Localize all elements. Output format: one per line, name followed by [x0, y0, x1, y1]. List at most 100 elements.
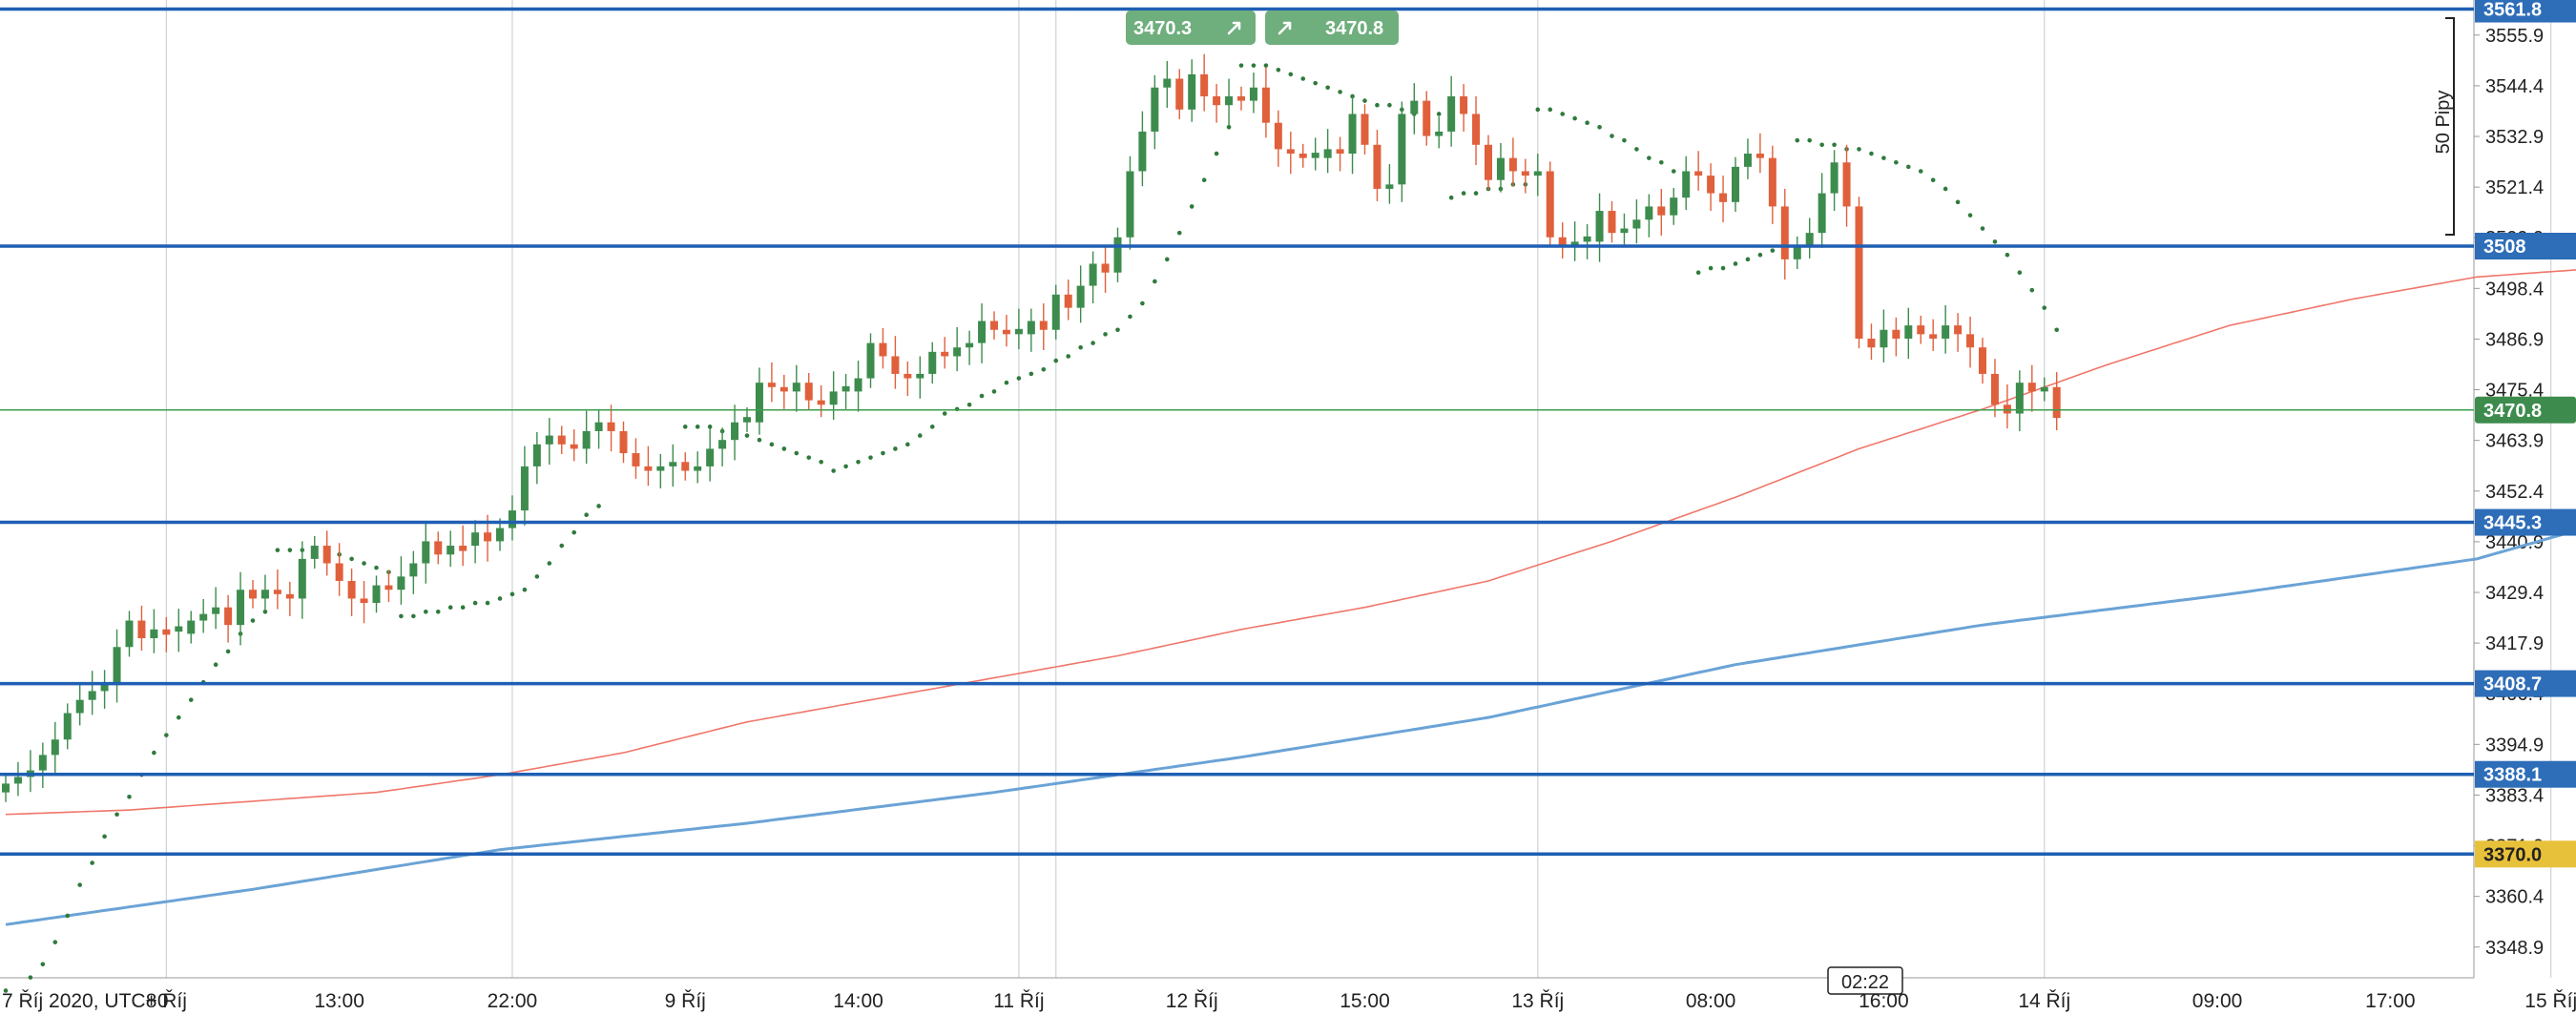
- candle-bullish: [582, 430, 591, 449]
- price-tick-label: 3440.9: [2485, 532, 2544, 553]
- candle-bearish: [1979, 347, 1986, 374]
- candle-bullish: [1398, 114, 1406, 185]
- candle-bullish: [1051, 294, 1060, 330]
- psar-dot: [2017, 270, 2023, 276]
- candle-bearish: [1039, 321, 1048, 330]
- candle-bearish: [322, 546, 331, 564]
- price-tick-label: 3360.4: [2485, 887, 2544, 908]
- arrow-up-right-icon: [1278, 21, 1292, 35]
- candle-bearish: [360, 598, 368, 604]
- psar-dot: [547, 561, 552, 566]
- candle-bearish: [1423, 100, 1431, 136]
- psar-dot: [65, 913, 71, 919]
- candle-bullish: [1632, 219, 1641, 229]
- candle-bullish: [1620, 228, 1629, 234]
- time-tick-label: 17:00: [2365, 990, 2416, 1012]
- candle-bullish: [125, 620, 134, 648]
- candle-bearish: [249, 590, 257, 599]
- pips-bracket-line: [2445, 17, 2455, 236]
- candle-bearish: [1261, 87, 1270, 123]
- candle-bullish: [1188, 73, 1196, 110]
- trade-badge-left[interactable]: 3470.3: [1126, 10, 1256, 45]
- horizontal-levels[interactable]: 3561.8 3508 3445.3 3408.7 3388.1 3370.0: [0, 0, 2576, 868]
- psar-dot: [682, 425, 688, 429]
- psar-dot: [1634, 147, 1639, 152]
- candle-bearish: [1780, 206, 1789, 259]
- psar-dot: [571, 529, 576, 535]
- psar-dot: [1980, 226, 1985, 231]
- psar-dot: [1165, 257, 1170, 262]
- candle-bearish: [1990, 373, 1999, 405]
- psar-dot: [1832, 142, 1837, 148]
- candle-bullish: [755, 383, 763, 423]
- candle-bearish: [879, 342, 887, 357]
- time-tick-label: 15:00: [1340, 990, 1390, 1012]
- psar-dot: [1942, 186, 1948, 192]
- candle-bearish: [434, 541, 443, 555]
- psar-dot: [424, 610, 428, 614]
- price-tick-label: 3429.4: [2485, 583, 2544, 604]
- time-tick-label: 9 Říj: [665, 990, 706, 1012]
- pips-label: 50 Pipy: [2433, 91, 2454, 155]
- psar-dot: [806, 455, 812, 460]
- price-tick-label: 3544.4: [2485, 76, 2544, 97]
- candle-bullish: [1682, 171, 1691, 198]
- candle-bearish: [681, 462, 690, 471]
- candle-bearish: [644, 466, 653, 471]
- psar-dot: [707, 425, 713, 429]
- candle-bearish: [990, 321, 998, 330]
- psar-dot: [881, 450, 885, 456]
- psar-dot: [584, 512, 589, 518]
- candle-bearish: [1460, 95, 1468, 114]
- psar-dot: [250, 618, 256, 623]
- candle-bearish: [1657, 206, 1666, 216]
- psar-dot: [1313, 80, 1318, 86]
- psar-dot: [1276, 67, 1281, 72]
- psar-dot: [362, 561, 366, 566]
- psar-dot: [1622, 137, 1627, 143]
- psar-dot: [966, 402, 972, 407]
- psar-dot: [485, 600, 490, 606]
- candle-bearish: [570, 444, 578, 449]
- candle-bearish: [1546, 171, 1554, 238]
- candle-bearish: [2027, 383, 2036, 392]
- price-tag: [2475, 760, 2576, 788]
- candle-bullish: [113, 647, 121, 683]
- candle-bullish: [1447, 95, 1456, 132]
- candle-bearish: [224, 607, 233, 626]
- price-tick-label: 3532.9: [2485, 127, 2544, 148]
- candle-bullish: [2040, 386, 2048, 392]
- candle-bullish: [2015, 383, 2024, 414]
- candle-bearish: [767, 383, 776, 387]
- candle-bullish: [1113, 237, 1122, 273]
- candle-bearish: [1892, 329, 1901, 339]
- price-tick-label: 3486.9: [2485, 329, 2544, 350]
- psar-dot: [1053, 358, 1059, 363]
- candle-bullish: [1151, 87, 1159, 132]
- candle-bullish: [1670, 197, 1678, 216]
- psar-dot: [559, 543, 565, 549]
- psar-dot: [868, 455, 873, 460]
- psar-dot: [1572, 115, 1577, 121]
- candle-bullish: [1311, 153, 1319, 158]
- candle-bullish: [1126, 171, 1134, 238]
- price-tick-label: 3463.9: [2485, 431, 2544, 452]
- psar-dot: [1091, 341, 1095, 345]
- price-tick-label: 3394.9: [2485, 735, 2544, 756]
- candle-bearish: [1855, 206, 1863, 339]
- psar-dot: [2054, 327, 2059, 333]
- psar-dot: [1585, 120, 1589, 125]
- time-tick-label: 11 Říj: [993, 990, 1044, 1012]
- candle-bullish: [63, 713, 72, 740]
- pips-bracket[interactable]: 50 Pipy: [2433, 17, 2455, 236]
- candle-bullish: [841, 385, 850, 392]
- trade-badge-right[interactable]: 3470.8: [1265, 10, 1399, 45]
- psar-dot: [1436, 112, 1442, 116]
- psar-dot: [1201, 177, 1207, 183]
- psar-dot: [979, 393, 985, 399]
- candle-bearish: [904, 373, 912, 379]
- psar-dot: [497, 596, 503, 601]
- psar-dot: [472, 600, 478, 606]
- psar-dot: [225, 649, 231, 654]
